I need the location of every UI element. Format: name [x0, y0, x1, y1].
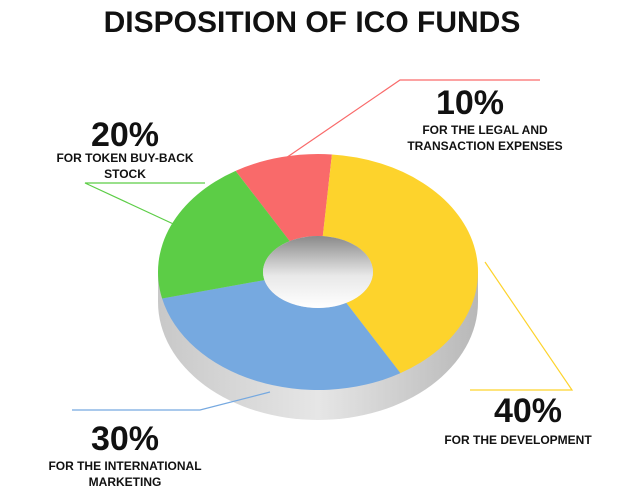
pie-slice — [322, 154, 479, 374]
leader-line — [470, 261, 574, 391]
chart-title: DISPOSITION OF ICO FUNDS — [103, 6, 521, 39]
pie-slice — [235, 154, 332, 242]
category-label: FOR THE INTERNATIONAL MARKETING — [48, 459, 202, 489]
leader-line — [279, 79, 540, 163]
category-label: FOR THE DEVELOPMENT — [444, 433, 592, 447]
data-label: 20% — [90, 116, 160, 154]
data-label: 10% — [435, 84, 505, 122]
pie-slice — [158, 170, 290, 299]
leader-line — [84, 182, 205, 229]
pie-slice — [162, 280, 401, 390]
pie-hole — [263, 236, 373, 308]
leader-line — [72, 391, 271, 411]
category-label: FOR TOKEN BUY-BACK STOCK — [56, 151, 194, 181]
category-label: FOR THE LEGAL AND TRANSACTION EXPENSES — [407, 123, 563, 153]
data-label: 40% — [493, 392, 563, 430]
data-label: 30% — [90, 420, 160, 458]
